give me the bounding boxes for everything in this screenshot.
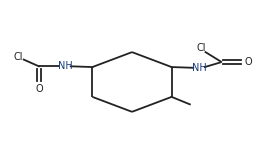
- Text: Cl: Cl: [13, 52, 23, 62]
- Text: O: O: [35, 84, 43, 94]
- Text: Cl: Cl: [197, 43, 206, 53]
- Text: NH: NH: [192, 63, 206, 73]
- Text: O: O: [245, 57, 252, 67]
- Text: NH: NH: [58, 61, 72, 71]
